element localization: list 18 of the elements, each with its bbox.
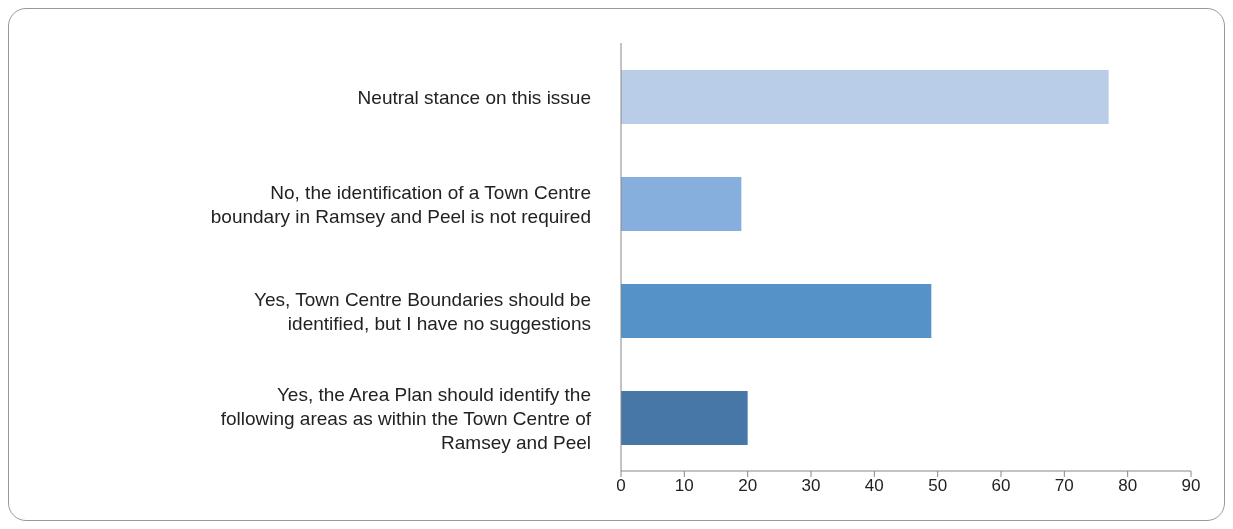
x-tick-label: 80	[1118, 476, 1138, 496]
y-tick-label: No, the identification of a Town Centre boundary in Ramsey and Peel is not required	[210, 181, 591, 226]
y-tick-label: Yes, Town Centre Boundaries should be identified, but I have no suggestions	[254, 288, 591, 333]
bar	[621, 70, 1109, 124]
x-tick-label: 60	[991, 476, 1011, 496]
x-tick-label: 10	[674, 476, 694, 496]
x-tick-label: 50	[928, 476, 948, 496]
bar	[621, 284, 932, 338]
y-tick-label: Neutral stance on this issue	[357, 86, 591, 107]
x-tick-label: 70	[1054, 476, 1074, 496]
x-tick-label: 40	[864, 476, 884, 496]
x-tick-label: 0	[616, 476, 626, 496]
x-tick-label: 30	[801, 476, 821, 496]
bar	[621, 391, 748, 445]
x-tick-label: 20	[738, 476, 758, 496]
x-tick-label: 90	[1181, 476, 1201, 496]
y-tick-label: Yes, the Area Plan should identify the following areas as within the Town Centre of Ramsey and Peel	[220, 383, 592, 452]
bar	[621, 177, 742, 231]
